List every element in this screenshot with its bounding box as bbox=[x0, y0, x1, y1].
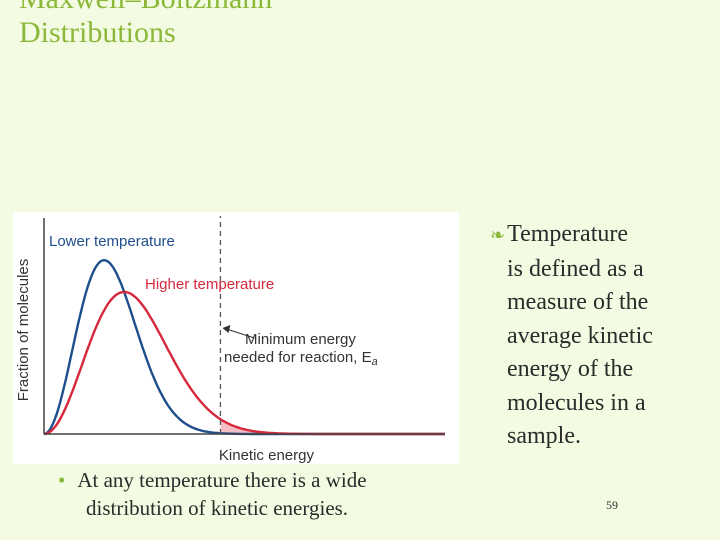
leaf-bullet-icon: ❧ bbox=[490, 225, 506, 245]
side-text-line-2: measure of the bbox=[507, 289, 649, 315]
threshold-label-line-2: needed for reaction, Ea bbox=[224, 349, 378, 368]
bottom-bullet-line-1: distribution of kinetic energies. bbox=[86, 496, 349, 520]
chart-svg: Fraction of molecules Kinetic energy Low… bbox=[15, 216, 445, 464]
threshold-label-subscript: a bbox=[372, 356, 378, 368]
side-text-line-0-text: Temperature bbox=[507, 221, 629, 247]
bottom-bullet-line-0-text: At any temperature there is a wide bbox=[77, 468, 367, 492]
side-text-line-0: ❧Temperature bbox=[490, 218, 700, 253]
x-axis-label: Kinetic energy bbox=[219, 447, 315, 464]
bullet-dot-icon: • bbox=[58, 468, 66, 492]
side-text-line-5: molecules in a bbox=[507, 389, 646, 416]
slide-title: Maxwell–Boltzmann Distributions bbox=[19, 0, 439, 50]
side-text-line-1: is defined as a bbox=[507, 255, 644, 282]
distribution-bullet: • At any temperature there is a wide dist… bbox=[58, 466, 458, 522]
arrow-shaft bbox=[226, 328, 255, 339]
threshold-label-text: needed for reaction, E bbox=[224, 349, 372, 366]
activation-energy-arrow bbox=[222, 325, 255, 339]
maxwell-boltzmann-chart: Fraction of molecules Kinetic energy Low… bbox=[13, 212, 459, 464]
arrow-head bbox=[222, 325, 231, 333]
bottom-bullet-line-0: • At any temperature there is a wide bbox=[58, 466, 458, 494]
title-line-2: Distributions bbox=[19, 16, 176, 49]
threshold-label-line-1: Minimum energy bbox=[245, 331, 356, 348]
side-text-line-6: sample. bbox=[507, 423, 581, 449]
y-axis-label: Fraction of molecules bbox=[15, 259, 32, 402]
page-number: 59 bbox=[606, 498, 618, 512]
side-text-line-3: average kinetic bbox=[507, 322, 653, 349]
shaded-tail-higher-temperature bbox=[220, 419, 445, 434]
title-line-1: Maxwell–Boltzmann bbox=[19, 0, 272, 15]
legend-lower-temperature: Lower temperature bbox=[49, 233, 175, 250]
temperature-definition: ❧Temperature is defined as a measure of … bbox=[490, 218, 700, 454]
side-text-line-4: energy of the bbox=[507, 356, 634, 382]
legend-higher-temperature: Higher temperature bbox=[145, 276, 274, 293]
